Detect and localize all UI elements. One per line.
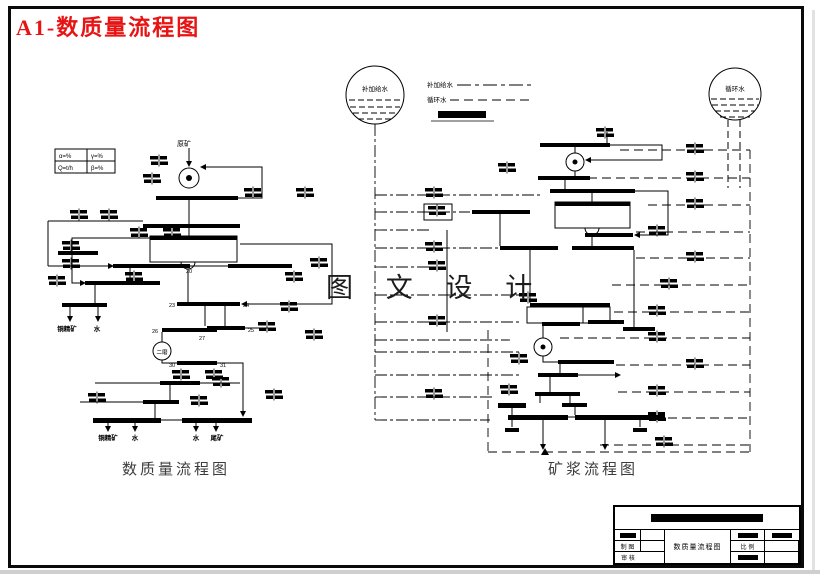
feed-label: 原矿 — [177, 139, 191, 148]
titleblock-scale-label: 比 例 — [731, 541, 765, 552]
svg-text:30: 30 — [169, 363, 175, 369]
right-connectors — [446, 132, 669, 450]
output-concentrate: 铜精矿 — [98, 433, 118, 442]
product-labels: 铜精矿 水 铜精矿 水 水 尾矿 — [57, 324, 224, 442]
makeup-water-tank-label: 补加给水 — [362, 84, 389, 93]
output-water-1: 水 — [132, 433, 139, 442]
left-diagram-caption: 数质量流程图 — [122, 461, 231, 478]
title-block: 数质量流程图 制 图 比 例 审 核 — [613, 505, 801, 565]
redacted-project-name — [651, 514, 763, 522]
secondary-mill-label: 二磨 — [156, 348, 168, 356]
svg-text:23: 23 — [169, 303, 175, 309]
return-arrow — [541, 448, 549, 455]
parameter-box — [54, 148, 116, 174]
param-gamma: γ=% — [91, 154, 104, 160]
page-shadow-right — [812, 10, 815, 570]
titleblock-empty-2 — [765, 552, 799, 563]
ball-mill-icon — [178, 167, 200, 189]
makeup-water-lines — [374, 124, 540, 421]
left-connectors — [47, 164, 333, 432]
right-flowsheet: 补加给水 循环水 — [345, 65, 762, 455]
titleblock-drawing-name: 数质量流程图 — [665, 530, 731, 563]
legend-makeup-water-label: 补加给水 — [427, 80, 454, 89]
right-diagram-caption: 矿浆流程图 — [548, 461, 639, 478]
svg-text:27: 27 — [199, 336, 205, 342]
titleblock-redacted-cell-1 — [615, 530, 641, 541]
titleblock-check-value — [641, 552, 665, 563]
mid-output-water: 水 — [94, 324, 101, 333]
svg-text:25: 25 — [248, 328, 254, 334]
titleblock-redacted-cell-2 — [731, 530, 765, 541]
watermark: 图 文 设 计 — [326, 273, 546, 303]
output-water-2: 水 — [193, 433, 200, 442]
output-tailings: 尾矿 — [210, 433, 225, 442]
makeup-water-tank-icon: 补加给水 — [345, 65, 405, 125]
secondary-mill-icon: 二磨 — [152, 341, 172, 361]
right-flotation-bars — [472, 143, 665, 420]
water-line-legend: 补加给水 循环水 — [427, 80, 532, 122]
legend-redacted-text — [438, 111, 486, 118]
title-block-header — [615, 507, 799, 530]
svg-text:20: 20 — [186, 269, 192, 275]
titleblock-redacted-cell-4 — [731, 552, 765, 563]
right-mill-icon-2 — [533, 337, 553, 357]
flotation-bars — [58, 196, 292, 423]
svg-text:24: 24 — [243, 303, 249, 309]
page-title: A1-数质量流程图 — [16, 15, 201, 40]
titleblock-draw-value — [641, 541, 665, 552]
circulating-water-tank-label: 循环水 — [725, 84, 745, 93]
titleblock-redacted-cell-3 — [765, 530, 799, 541]
titleblock-scale-value — [765, 541, 799, 552]
param-beta: β=% — [91, 166, 104, 172]
circulating-water-tank-icon: 循环水 — [708, 67, 762, 188]
legend-circulating-water-label: 循环水 — [427, 95, 447, 104]
titleblock-empty-1 — [641, 530, 665, 541]
drain-tees — [505, 428, 647, 432]
page-shadow — [0, 570, 820, 574]
stream-numbers: 20 23 24 25 26 27 30 31 — [152, 269, 254, 369]
left-flowsheet: α=% γ=% Q=t/h β=% 原矿 — [47, 139, 333, 442]
param-alpha: α=% — [59, 154, 72, 160]
mid-output-concentrate: 铜精矿 — [57, 324, 77, 333]
svg-text:31: 31 — [220, 363, 226, 369]
svg-text:26: 26 — [152, 329, 158, 335]
titleblock-draw-label: 制 图 — [615, 541, 641, 552]
titleblock-check-label: 审 核 — [621, 556, 635, 562]
right-mill-icon-1 — [565, 152, 585, 172]
param-q: Q=t/h — [58, 166, 73, 172]
